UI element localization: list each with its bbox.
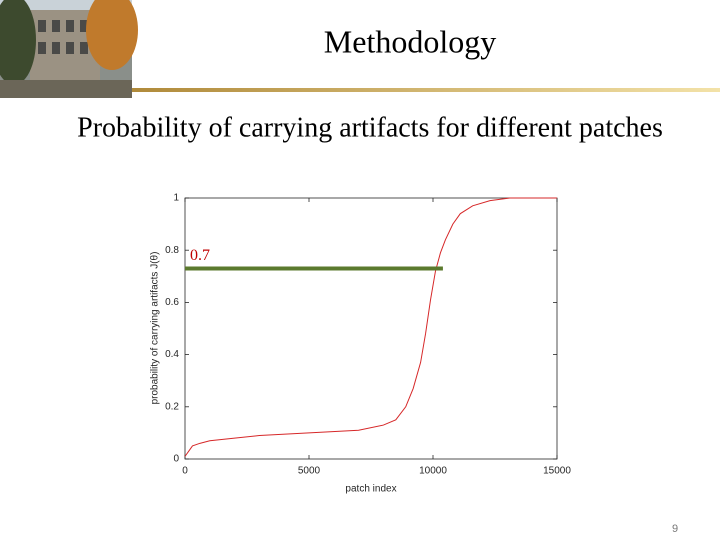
y-tick-label: 0.2	[165, 401, 179, 412]
x-tick-label: 15000	[543, 466, 571, 477]
series-line	[184, 197, 557, 457]
slide-subtitle: Probability of carrying artifacts for di…	[77, 112, 663, 143]
x-tick-label: 10000	[419, 466, 447, 477]
y-tick-label: 0.4	[165, 349, 179, 360]
header-photo	[0, 0, 138, 98]
y-axis-label: probability of carrying artifacts J(θ)	[150, 252, 161, 405]
y-tick-label: 0.6	[165, 297, 179, 308]
x-tick-label: 0	[182, 466, 188, 477]
y-tick-label: 1	[173, 193, 179, 204]
y-tick-label: 0.8	[165, 245, 179, 256]
y-tick-label: 0	[173, 454, 179, 465]
page-number: 9	[672, 523, 678, 535]
plot-box	[184, 197, 558, 460]
header-title: Methodology	[324, 23, 496, 59]
x-axis-label: patch index	[345, 484, 396, 495]
x-tick-label: 5000	[298, 466, 321, 477]
threshold-label: 0.7	[190, 247, 210, 264]
header-rule	[132, 88, 720, 92]
